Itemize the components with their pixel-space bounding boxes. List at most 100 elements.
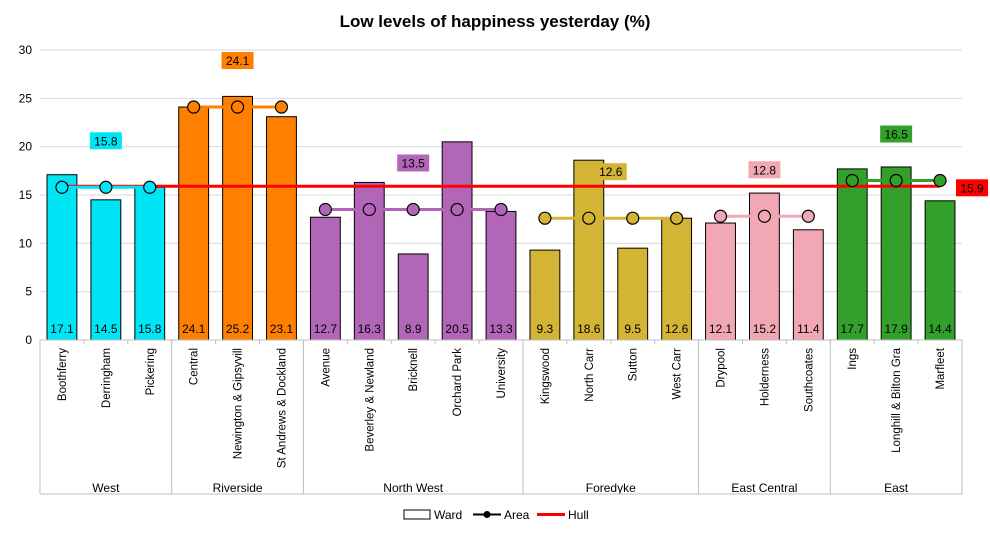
group-tick-label: Riverside: [213, 481, 263, 495]
ward-value-label: 15.8: [138, 322, 162, 336]
area-marker: [933, 173, 947, 188]
area-marker: [55, 180, 69, 194]
axes: 0 5 10 15 20 25 30 Boothferry Derringham Pickerin…: [19, 43, 963, 495]
area-value-label: 24.1: [226, 54, 250, 68]
area-value-label: 16.5: [884, 128, 908, 142]
ward-tick-label: Bricknell: [408, 348, 420, 391]
ward-value-label: 9.5: [624, 322, 641, 336]
ward-value-label: 14.4: [928, 322, 952, 336]
ward-bar: [836, 168, 868, 341]
ward-tick-label: West Carr: [672, 348, 684, 400]
group-tick-label: North West: [383, 481, 443, 495]
area-label-box: [880, 125, 913, 143]
ward-value-label: 18.6: [577, 322, 601, 336]
ward-tick-label: Drypool: [716, 348, 728, 388]
area-marker: [757, 209, 772, 223]
area-label-box: [748, 161, 781, 179]
area-value-label: 12.6: [599, 165, 623, 179]
ward-bar: [485, 210, 517, 341]
ward-bar: [397, 253, 429, 341]
ward-tick-label: Sutton: [628, 348, 640, 381]
ward-tick-label: Holderness: [759, 348, 771, 406]
ward-value-label: 24.1: [182, 322, 206, 336]
area-marker: [99, 180, 113, 194]
area-marker: [582, 211, 596, 225]
ward-tick-label: Derringham: [101, 348, 113, 408]
chart-title: Low levels of happiness yesterday (%): [340, 12, 651, 31]
y-tick-label: 30: [19, 43, 33, 57]
area-marker: [626, 211, 640, 225]
ward-value-label: 15.2: [753, 322, 777, 336]
area-marker: [187, 100, 201, 114]
ward-tick-label: Southcoates: [803, 348, 815, 412]
ward-value-label: 14.5: [94, 322, 118, 336]
ward-tick-label: Central: [189, 348, 201, 385]
ward-tick-label: Ings: [847, 348, 859, 370]
ward-bar: [705, 222, 736, 341]
ward-bar: [134, 186, 166, 341]
ward-tick-label: North Carr: [584, 348, 596, 402]
legend-hull-label: Hull: [568, 508, 589, 522]
ward-tick-label: Newington & Gipsyvill: [233, 348, 245, 459]
ward-tick-label: Longhill & Bilton Gra: [891, 347, 903, 452]
area-series: [55, 100, 947, 225]
ward-value-label: 8.9: [405, 322, 422, 336]
ward-bar: [90, 199, 122, 341]
ward-value-label: 12.7: [314, 322, 338, 336]
ward-value-label: 16.3: [358, 322, 382, 336]
area-marker: [274, 100, 289, 114]
legend-area-label: Area: [504, 508, 530, 522]
group-tick-label: West: [92, 481, 120, 495]
hull-value-label: 15.9: [960, 181, 984, 195]
legend: Ward Area Hull: [403, 508, 589, 522]
area-label-box: [594, 163, 627, 181]
area-value-label: 12.8: [753, 163, 777, 177]
area-value-label: 13.5: [402, 157, 426, 171]
ward-bar: [529, 249, 561, 341]
group-tick-label: East Central: [731, 481, 797, 495]
ward-tick-label: University: [496, 348, 508, 399]
ward-tick-label: Pickering: [145, 348, 157, 395]
y-tick-label: 25: [19, 91, 33, 105]
area-label-box: [89, 132, 122, 150]
ward-tick-label: Boothferry: [57, 348, 69, 401]
ward-bar: [792, 229, 824, 341]
area-marker: [801, 209, 815, 223]
legend-area-marker: [483, 511, 491, 518]
ward-bar: [178, 106, 210, 341]
y-tick-label: 15: [19, 188, 33, 202]
ward-value-label: 23.1: [270, 322, 294, 336]
ward-bar: [222, 95, 253, 341]
ward-tick-label: Kingswood: [540, 348, 552, 404]
data-labels: 17.1 14.5 15.8 15.8 24.1 25.2 23.1 24.1 12.7 16.3…: [50, 52, 988, 336]
legend-ward-swatch: [403, 509, 431, 520]
group-tick-label: Foredyke: [586, 481, 636, 495]
ward-tick-label: Marfleet: [935, 347, 947, 389]
ward-value-label: 20.5: [445, 322, 469, 336]
area-marker: [362, 202, 376, 217]
ward-value-label: 9.3: [537, 322, 554, 336]
ward-value-label: 17.9: [884, 322, 908, 336]
area-marker: [538, 211, 552, 225]
legend-ward-label: Ward: [434, 508, 462, 522]
ward-value-label: 17.1: [50, 322, 74, 336]
ward-value-label: 13.3: [489, 322, 513, 336]
ward-bar: [924, 200, 956, 341]
area-marker: [318, 202, 332, 217]
ward-tick-label: St Andrews & Dockland: [276, 348, 288, 468]
area-value-label: 15.8: [94, 134, 118, 148]
ward-bar: [617, 247, 649, 341]
ward-value-label: 12.1: [709, 322, 733, 336]
ward-bar: [661, 217, 693, 341]
area-marker: [406, 202, 420, 217]
ward-value-label: 12.6: [665, 322, 689, 336]
y-tick-label: 5: [25, 285, 32, 299]
ward-tick-label: Orchard Park: [452, 348, 464, 417]
y-tick-label: 20: [19, 140, 33, 154]
area-label-box: [221, 52, 254, 70]
ward-bar: [880, 166, 912, 341]
area-marker: [494, 202, 508, 217]
hull-label-box: [956, 179, 988, 197]
ward-value-label: 25.2: [226, 322, 250, 336]
